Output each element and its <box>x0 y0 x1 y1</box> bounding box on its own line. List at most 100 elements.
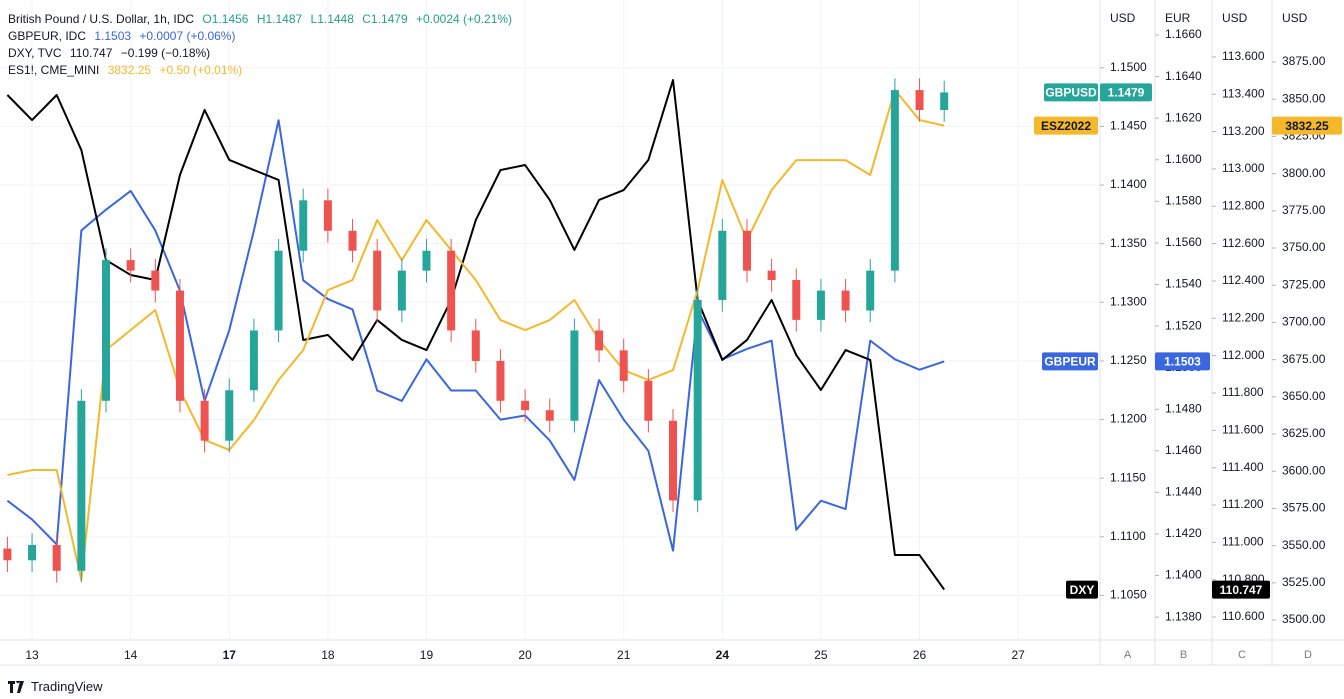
candle-body <box>471 330 480 361</box>
axis-unit: USD <box>1282 11 1308 25</box>
y-tick-label: 111.400 <box>1222 460 1264 474</box>
y-tick-label: 1.1600 <box>1165 152 1202 166</box>
y-tick-label: 3600.00 <box>1282 463 1326 477</box>
brand-name: TradingView <box>31 679 103 694</box>
y-tick-label: 3725.00 <box>1282 277 1326 291</box>
series-name-tag: GBPEUR <box>1044 355 1096 369</box>
x-tick-label: 25 <box>814 648 828 662</box>
y-tick-label: 3550.00 <box>1282 538 1326 552</box>
last-value-tag: 1.1479 <box>1108 86 1145 100</box>
candle-body <box>644 380 653 421</box>
legend-value: 1.1503 <box>94 29 132 43</box>
y-tick-label: 1.1540 <box>1165 277 1202 291</box>
y-tick-label: 1.1450 <box>1110 119 1147 133</box>
candle-body <box>767 270 776 281</box>
candle-body <box>28 545 37 561</box>
legend-value: 3832.25 <box>107 63 152 77</box>
y-tick-label: 1.1350 <box>1110 236 1147 250</box>
candle-body <box>890 90 899 271</box>
legend-title: GBPEUR, IDC <box>8 29 87 43</box>
candle-body <box>447 250 456 331</box>
x-tick-label: 18 <box>321 648 335 662</box>
axis-unit: EUR <box>1165 11 1191 25</box>
candle-body <box>323 200 332 231</box>
candle-body <box>496 360 505 401</box>
series-name-tag-bg <box>1066 580 1098 599</box>
y-tick-label: 3675.00 <box>1282 352 1326 366</box>
y-tick-label: 1.1460 <box>1165 443 1202 457</box>
y-tick-label: 1.1200 <box>1110 412 1147 426</box>
axis-unit: USD <box>1110 11 1136 25</box>
legend-value: L1.1448 <box>310 12 354 26</box>
candle-body <box>348 230 357 251</box>
y-tick-label: 1.1500 <box>1110 60 1147 74</box>
y-tick-label: 1.1620 <box>1165 110 1202 124</box>
candle-body <box>397 270 406 311</box>
candle-body <box>422 250 431 271</box>
legend-row: ES1!, CME_MINI 3832.25 +0.50 (+0.01%) <box>8 62 517 79</box>
last-value-tag-bg <box>1155 352 1210 371</box>
candle-body <box>200 400 209 441</box>
candle-body <box>669 420 678 501</box>
legend-value: +0.0007 (+0.06%) <box>139 29 236 43</box>
candle-body <box>841 290 850 311</box>
y-tick-label: 1.1560 <box>1165 235 1202 249</box>
y-tick-label: 112.400 <box>1222 273 1265 287</box>
y-tick-label: 3800.00 <box>1282 166 1326 180</box>
candle-body <box>619 350 628 381</box>
axis-letter: A <box>1124 649 1132 661</box>
legend-value: +0.0024 (+0.21%) <box>415 12 513 26</box>
y-tick-label: 1.1150 <box>1110 470 1146 484</box>
y-tick-label: 1.1640 <box>1165 69 1202 83</box>
brand[interactable]: TradingView <box>8 679 103 694</box>
last-value-tag-bg <box>1272 116 1342 135</box>
y-tick-label: 112.200 <box>1222 310 1265 324</box>
y-tick-label: 1.1250 <box>1110 353 1147 367</box>
x-tick-label: 26 <box>913 648 927 662</box>
x-tick-label: 27 <box>1011 648 1025 662</box>
series-name-tag: DXY <box>1070 583 1095 597</box>
candle-body <box>693 299 702 501</box>
y-tick-label: 3650.00 <box>1282 389 1326 403</box>
y-tick-label: 1.1440 <box>1165 485 1202 499</box>
legend-value: +0.50 (+0.01%) <box>159 63 243 77</box>
candle-body <box>102 260 111 401</box>
candle-body <box>225 390 234 441</box>
y-tick-label: 1.1580 <box>1165 194 1202 208</box>
last-value-tag: 110.747 <box>1220 583 1263 597</box>
x-tick-label: 13 <box>25 648 39 662</box>
candle-body <box>742 230 751 271</box>
series-name-tag: GBPUSD <box>1045 86 1097 100</box>
candle-body <box>816 290 825 320</box>
last-value-tag-bg <box>1212 580 1270 599</box>
candle-body <box>545 410 554 421</box>
candle-body <box>299 200 308 251</box>
legend-row: British Pound / U.S. Dollar, 1h, IDC O1.… <box>8 11 517 28</box>
y-tick-label: 113.400 <box>1222 86 1265 100</box>
y-tick-label: 1.1380 <box>1165 609 1202 623</box>
y-tick-label: 1.1400 <box>1110 177 1147 191</box>
y-tick-label: 111.000 <box>1222 535 1264 549</box>
y-tick-label: 111.200 <box>1222 497 1264 511</box>
last-value-tag: 3832.25 <box>1285 119 1329 133</box>
y-tick-label: 3500.00 <box>1282 612 1326 626</box>
legend-title: British Pound / U.S. Dollar, 1h, IDC <box>8 12 195 26</box>
series-name-tag: ESZ2022 <box>1041 119 1091 133</box>
axis-letter: D <box>1304 649 1312 661</box>
last-value-tag: 1.1503 <box>1164 355 1201 369</box>
candle-body <box>595 330 604 351</box>
brand-logo <box>8 680 24 693</box>
y-tick-label: 113.600 <box>1222 49 1265 63</box>
y-tick-label: 1.1520 <box>1165 318 1202 332</box>
y-tick-label: 3700.00 <box>1282 315 1326 329</box>
y-tick-label: 111.800 <box>1222 385 1264 399</box>
y-tick-label: 112.600 <box>1222 236 1265 250</box>
candle-body <box>792 280 801 320</box>
candle-body <box>521 400 530 411</box>
y-tick-label: 3875.00 <box>1282 54 1326 68</box>
x-tick-label: 19 <box>420 648 434 662</box>
y-tick-label: 1.1300 <box>1110 294 1147 308</box>
y-tick-label: 3525.00 <box>1282 575 1326 589</box>
